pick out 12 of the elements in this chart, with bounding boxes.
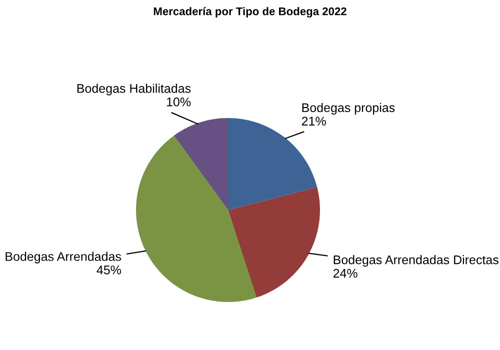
slice-label: Bodegas propias — [302, 102, 395, 115]
data-label: 10% — [166, 97, 191, 106]
pie-slice — [174, 118, 228, 210]
slice-label: Bodegas Habilitadas — [77, 84, 191, 96]
data-label: 45% — [96, 266, 121, 274]
slice-label: Bodegas Arrendadas Directas — [334, 255, 498, 267]
chart-title: Mercadería por Tipo de Bodega 2022 — [154, 7, 346, 18]
pie-slice — [228, 187, 320, 298]
slice-label: Bodegas Arrendadas — [6, 252, 121, 264]
data-label: 24% — [333, 268, 358, 278]
pie-slice — [136, 136, 256, 302]
data-label: 21% — [302, 116, 326, 126]
